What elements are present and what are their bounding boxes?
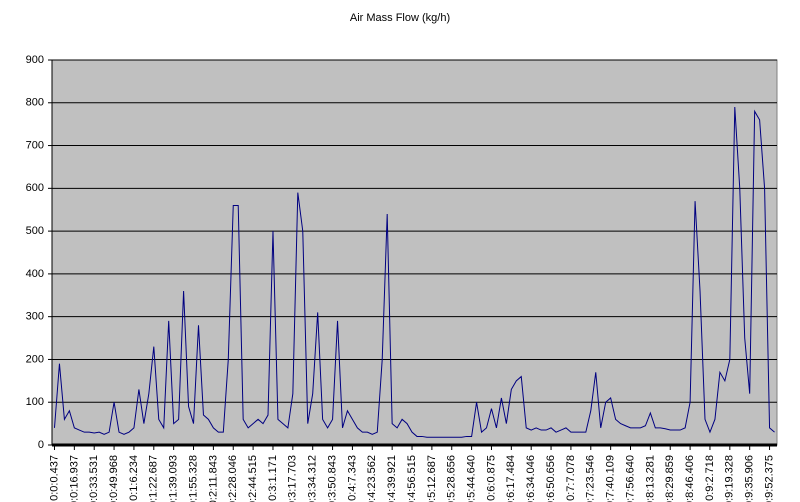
y-tick-label: 100 — [26, 396, 44, 408]
x-tick-label: 0:6:34.046 — [525, 455, 537, 502]
x-tick-label: 0:1:22.687 — [148, 455, 160, 502]
x-tick-label: 0:5:44.640 — [466, 455, 478, 502]
x-tick-label: 0:8:46.406 — [684, 455, 696, 502]
x-tick-label: 0:7:7.078 — [565, 455, 577, 501]
y-tick-label: 800 — [26, 97, 44, 109]
x-tick-label: 0:9:52.375 — [763, 455, 775, 502]
x-tick-label: 0:0:16.937 — [68, 455, 80, 502]
x-tick-label: 0:8:29.859 — [664, 455, 676, 502]
x-tick-label: 0:7:56.640 — [624, 455, 636, 502]
x-tick-label: 0:2:44.515 — [247, 455, 259, 502]
x-tick-label: 0:1:6.234 — [128, 455, 140, 501]
x-tick-label: 0:6:50.656 — [545, 455, 557, 502]
y-tick-label: 500 — [26, 225, 44, 237]
x-tick-label: 0:9:2.718 — [704, 455, 716, 501]
y-tick-label: 200 — [26, 353, 44, 365]
x-tick-label: 0:0:0.437 — [48, 455, 60, 501]
x-tick-label: 0:3:50.843 — [326, 455, 338, 502]
x-tick-label: 0:7:40.109 — [605, 455, 617, 502]
x-tick-label: 0:4:7.343 — [346, 455, 358, 501]
x-tick-label: 0:5:28.656 — [446, 455, 458, 502]
x-tick-label: 0:8:13.281 — [644, 455, 656, 502]
x-tick-label: 0:6:0.875 — [485, 455, 497, 501]
x-tick-label: 0:7:23.546 — [585, 455, 597, 502]
y-tick-label: 300 — [26, 311, 44, 323]
chart-title: Air Mass Flow (kg/h) — [350, 12, 450, 24]
x-tick-label: 0:4:56.515 — [406, 455, 418, 502]
x-tick-label: 0:3:1.171 — [267, 455, 279, 501]
x-tick-label: 0:0:33.531 — [88, 455, 100, 502]
data-line — [53, 107, 775, 438]
x-tick-label: 0:4:39.921 — [386, 455, 398, 502]
plot-area — [51, 59, 778, 446]
y-tick-label: 600 — [26, 182, 44, 194]
y-tick-label: 0 — [38, 439, 44, 451]
x-tick-label: 0:3:17.703 — [287, 455, 299, 502]
x-tick-label: 0:9:35.906 — [744, 455, 756, 502]
x-tick-label: 0:2:28.046 — [227, 455, 239, 502]
x-tick-label: 0:0:49.968 — [108, 455, 120, 502]
y-tick-label: 700 — [26, 139, 44, 151]
y-tick-label: 400 — [26, 268, 44, 280]
x-tick-label: 0:6:17.484 — [505, 455, 517, 502]
y-tick-label: 900 — [26, 54, 44, 66]
x-tick-label: 0:4:23.562 — [366, 455, 378, 502]
x-tick-label: 0:3:34.312 — [307, 455, 319, 502]
x-tick-label: 0:2:11.843 — [207, 455, 219, 502]
x-tick-label: 0:5:12.687 — [426, 455, 438, 502]
x-tick-label: 0:9:19.328 — [724, 455, 736, 502]
x-tick-label: 0:1:55.328 — [187, 455, 199, 502]
x-tick-label: 0:1:39.093 — [168, 455, 180, 502]
